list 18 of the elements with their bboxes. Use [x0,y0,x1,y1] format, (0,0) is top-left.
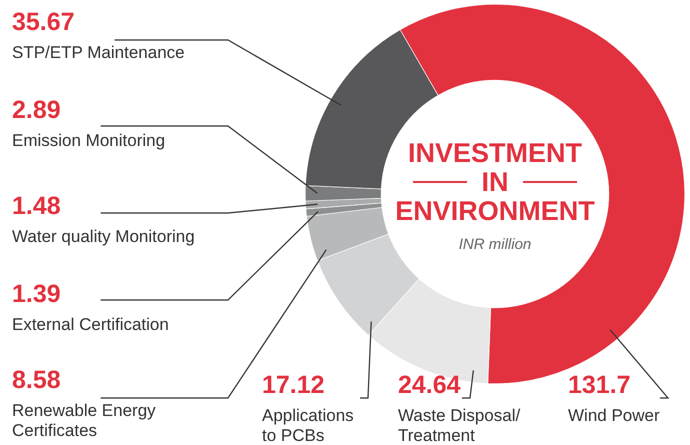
slice-label: Emission Monitoring [12,131,166,150]
slice-label: Waste Disposal/ Treatment [398,406,520,445]
slice-label: External Certification [12,315,169,334]
data-label: 2.89 [12,96,61,124]
slice-label: Applications to PCBs [262,406,354,445]
data-label: 1.39 [12,280,61,308]
data-label: 131.7 [568,371,631,399]
slice-label: STP/ETP Maintenance [12,43,185,62]
text: INR million [458,236,532,253]
slice-label: Renewable Energy Certificates [12,401,156,440]
slice-label: Wind Power [568,406,660,425]
slice-label: Water quality Monitoring [12,227,195,246]
data-label: 8.58 [12,366,61,394]
data-label: 17.12 [262,371,325,399]
data-label: 24.64 [398,371,461,399]
text: INVESTMENT IN ENVIRONMENT [395,138,596,226]
data-label: 35.67 [12,8,75,36]
data-label: 1.48 [12,192,61,220]
